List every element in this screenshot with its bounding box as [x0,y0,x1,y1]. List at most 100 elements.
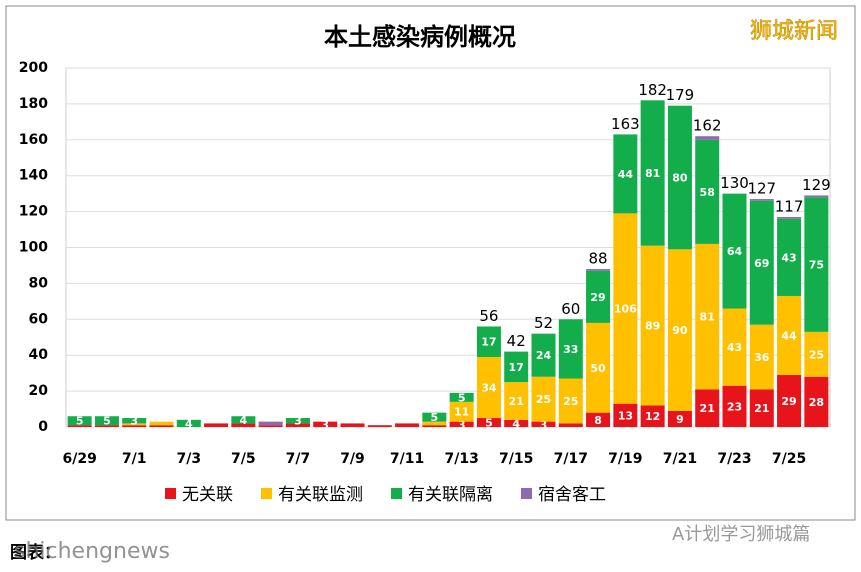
legend-label: 有关联隔离 [408,485,493,505]
bar-segment [94,425,119,427]
bar-segment [722,193,747,309]
segment-label: 5 [103,415,111,428]
legend-swatch [391,488,402,499]
bar-segment [695,139,720,244]
bar-segment [422,421,447,426]
bar-segment [176,419,201,427]
total-label: 127 [747,180,776,198]
segment-label: 25 [536,393,551,406]
segment-label: 34 [481,382,497,395]
x-tick-label: 7/23 [717,451,751,467]
bar-segment [722,308,747,386]
segment-label: 25 [809,348,824,361]
segment-label: 106 [614,303,637,316]
legend-swatch [261,488,272,499]
segment-label: 81 [700,311,715,324]
segment-label: 75 [809,259,824,272]
bar-segment [749,200,774,325]
bar-segment [586,412,611,427]
y-tick-label: 160 [19,132,48,148]
bar-segment [476,418,501,427]
total-label: 52 [534,314,553,332]
segment-label: 3 [294,415,302,428]
bar-segment [586,270,611,323]
segment-label: 36 [754,351,770,364]
bar-segment [531,421,556,427]
total-label: 56 [479,307,498,325]
segment-label: 80 [672,171,688,184]
segment-label: 21 [700,402,715,415]
bar-segment [777,374,802,427]
bar-segment [777,216,802,219]
bar-segment [777,218,802,296]
x-tick-label: 7/21 [663,451,697,467]
segment-label: 4 [185,417,193,430]
segment-label: 17 [509,361,524,374]
bar-segment [749,199,774,201]
x-tick-label: 7/5 [231,451,256,467]
bar-segment [122,423,147,426]
segment-label: 3 [540,418,548,431]
x-tick-label: 6/29 [62,451,96,467]
bar-segment [395,423,420,427]
segment-label: 25 [563,395,578,408]
segment-label: 64 [727,245,743,258]
bar-segment [504,351,529,383]
bar-segment [640,405,665,427]
legend-label: 无关联 [182,485,233,505]
x-tick-label: 7/9 [340,451,365,467]
bar-segment [285,423,310,427]
footer-left: 图表： [10,542,61,563]
bar-segment [586,322,611,413]
segment-label: 24 [536,349,552,362]
x-tick-label: 7/25 [772,451,806,467]
segment-label: 29 [781,395,796,408]
x-tick-label: 7/3 [176,451,201,467]
segment-label: 4 [240,414,248,427]
bar-segment [667,410,692,427]
bar-segment [504,419,529,427]
total-label: 88 [589,250,608,268]
y-tick-label: 180 [19,96,48,112]
segment-label: 43 [727,341,742,354]
total-label: 42 [507,332,526,350]
bar-segment [695,243,720,390]
y-tick-label: 60 [29,311,49,327]
bar-segment [476,356,501,419]
bar-segment [258,421,283,426]
bar-segment [558,378,583,424]
total-label: 182 [638,81,667,99]
x-tick-label: 7/1 [122,451,147,467]
legend-label: 有关联监测 [278,485,363,505]
segment-label: 29 [590,291,605,304]
segment-label: 90 [672,324,688,337]
segment-label: 17 [481,336,496,349]
segment-label: 81 [645,167,660,180]
bar-segment [804,331,829,377]
bar-segment [804,195,829,198]
segment-label: 5 [431,411,439,424]
bar-segment [749,389,774,427]
bar-segment [667,105,692,250]
bar-segment [449,401,474,422]
segment-label: 13 [618,409,633,422]
bar-segment [640,100,665,246]
bar-segment [67,416,92,426]
bar-segment [695,136,720,140]
bar-segment [504,382,529,420]
bar-segment [313,421,338,427]
segment-label: 21 [754,402,769,415]
bar-segment [449,421,474,427]
y-tick-label: 0 [38,419,48,435]
y-tick-label: 100 [19,240,48,256]
footer-right: A计划学习狮城篇 [672,524,810,545]
total-label: 179 [666,86,695,104]
bar-segment [531,333,556,377]
segment-label: 3 [321,418,329,431]
segment-label: 58 [700,186,715,199]
x-tick-label: 7/7 [286,451,311,467]
segment-label: 3 [458,418,466,431]
bar-segment [586,269,611,271]
segment-label: 11 [454,406,469,419]
